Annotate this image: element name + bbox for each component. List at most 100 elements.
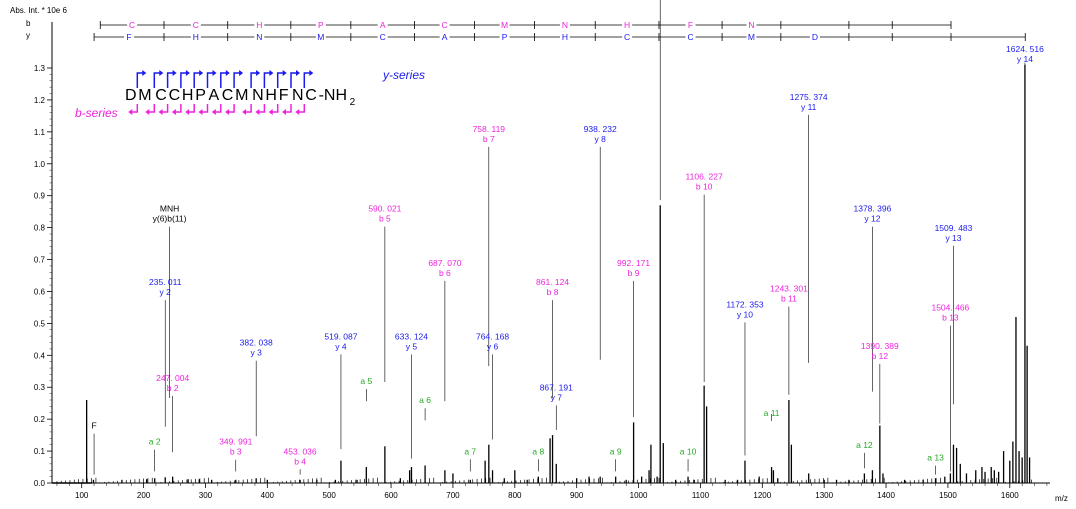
b-fragment-bracket: [201, 104, 209, 113]
annotation-sublabel: b 11: [781, 293, 797, 303]
x-tick-label: 1100: [692, 491, 710, 500]
y-fragment-bracket: [220, 72, 227, 88]
y-ladder-residue: M: [317, 32, 324, 42]
b-ladder-residue-bg: [622, 20, 633, 30]
sequence-residue: -NH: [319, 87, 347, 104]
y-fragment-arrow: [172, 70, 177, 76]
annotation-sublabel: b 8: [547, 287, 559, 297]
annotation-label: F: [91, 421, 96, 431]
y-fragment-arrow: [309, 70, 314, 76]
annotation-label: 764. 168: [476, 331, 509, 341]
annotation-label: a 10: [680, 446, 697, 456]
b-fragment-bracket: [131, 104, 139, 113]
y-fragment-bracket: [303, 72, 311, 88]
y-fragment-bracket: [250, 72, 258, 88]
annotation-sublabel: y 13: [945, 233, 961, 243]
y-fragment-arrow: [212, 70, 217, 76]
annotation-label: 1275. 374: [790, 92, 828, 102]
y-fragment-arrow: [199, 70, 204, 76]
x-tick-label: 700: [446, 491, 460, 500]
b-fragment-arrow: [128, 109, 133, 115]
peaks: [56, 64, 1032, 483]
annotation-label: a 9: [610, 446, 622, 456]
sequence-residue: D: [125, 87, 137, 104]
y-ladder-residue-bg: [499, 32, 510, 42]
b-ladder-residue-bg: [127, 20, 138, 30]
x-tick-label: 400: [261, 491, 275, 500]
y-fragment-bracket: [153, 72, 161, 88]
y-tick-label: 0.4: [34, 351, 46, 360]
y-ladder-residue: N: [256, 32, 262, 42]
x-tick-label: 300: [199, 491, 213, 500]
b-ladder-residue-bg: [377, 20, 388, 30]
annotation-label: 1390. 389: [861, 341, 899, 351]
y-tick-label: 0.8: [34, 224, 46, 233]
annotation-label: a 2: [149, 437, 161, 447]
b-fragment-arrow: [255, 109, 260, 115]
y-fragment-bracket: [233, 72, 241, 88]
b-fragment-arrow: [198, 109, 203, 115]
b-fragment-bracket: [174, 104, 182, 113]
b-ladder-residue: H: [256, 20, 262, 30]
y-ladder-residue: C: [380, 32, 386, 42]
y-tick-label: 0.5: [34, 319, 46, 328]
b-fragment-arrow: [295, 109, 300, 115]
b-fragment-bracket: [228, 104, 235, 113]
y-ladder-residue: C: [687, 32, 693, 42]
x-tick-label: 500: [323, 491, 337, 500]
b-ladder-residue: C: [193, 20, 199, 30]
y-fragment-bracket: [276, 72, 284, 88]
x-tick-label: 1200: [753, 491, 771, 500]
b-fragment-arrow: [225, 109, 230, 115]
annotation-sublabel: b 9: [628, 268, 640, 278]
x-tick-label: 1400: [877, 491, 895, 500]
y-fragment-bracket: [193, 72, 201, 88]
y-ladder-residue-bg: [809, 32, 820, 42]
y-tick-label: 1.0: [34, 160, 46, 169]
annotation-label: MNH: [160, 204, 179, 214]
b-fragment-bracket: [298, 104, 306, 113]
annotation-sublabel: y 2: [160, 287, 172, 297]
annotation-label: 687. 070: [428, 258, 461, 268]
annotation-sublabel: b 3: [230, 447, 242, 457]
b-series-label: b-series: [75, 106, 118, 120]
x-tick-label: 1600: [1001, 491, 1019, 500]
x-tick-label: 900: [570, 491, 584, 500]
x-axis-title: m/z: [1055, 494, 1068, 503]
y-ladder-residue-bg: [315, 32, 326, 42]
axes: 100 200 300 400 500 600 700 800 900 1000 1100 1200 1…: [34, 22, 1050, 500]
b-fragment-arrow: [171, 109, 176, 115]
annotation-sublabel: y 14: [1017, 54, 1033, 64]
sequence-residue: C: [169, 87, 181, 104]
sequence-residue: H: [265, 87, 277, 104]
y-tick-label: 0.3: [34, 383, 46, 392]
y-series-label: y-series: [382, 68, 425, 82]
b-ladder-residue: F: [688, 20, 693, 30]
y-ladder-residue: C: [624, 32, 630, 42]
y-fragment-bracket: [290, 72, 297, 88]
y-fragment-bracket: [180, 72, 187, 88]
b-fragment-arrow: [185, 109, 190, 115]
annotation-label: 519. 087: [324, 331, 357, 341]
y-tick-label: 0.0: [34, 479, 46, 488]
y-fragment-bracket: [206, 72, 214, 88]
annotation-sublabel: y 7: [551, 392, 563, 402]
b-fragment-arrow: [158, 109, 163, 115]
b-ladder-residue-bg: [315, 20, 326, 30]
annotation-label: 247. 004: [156, 373, 189, 383]
annotation-label: 1509. 483: [935, 223, 973, 233]
annotation-label: 1243. 301: [770, 283, 808, 293]
y-tick-label: 1.1: [34, 128, 46, 137]
b-ladder-residue: A: [380, 20, 386, 30]
b-fragment-bracket: [188, 104, 195, 113]
annotation-label: 590. 021: [368, 204, 401, 214]
sequence-residue: A: [209, 87, 220, 104]
y-fragment-arrow: [142, 70, 147, 76]
b-fragment-arrow: [145, 109, 150, 115]
annotation-label: a 7: [464, 446, 476, 456]
sequence-residue: P: [195, 87, 206, 104]
b-fragment-bracket: [271, 104, 279, 113]
b-fragment-arrow: [282, 109, 286, 115]
annotation-sublabel: b 2: [167, 383, 179, 393]
